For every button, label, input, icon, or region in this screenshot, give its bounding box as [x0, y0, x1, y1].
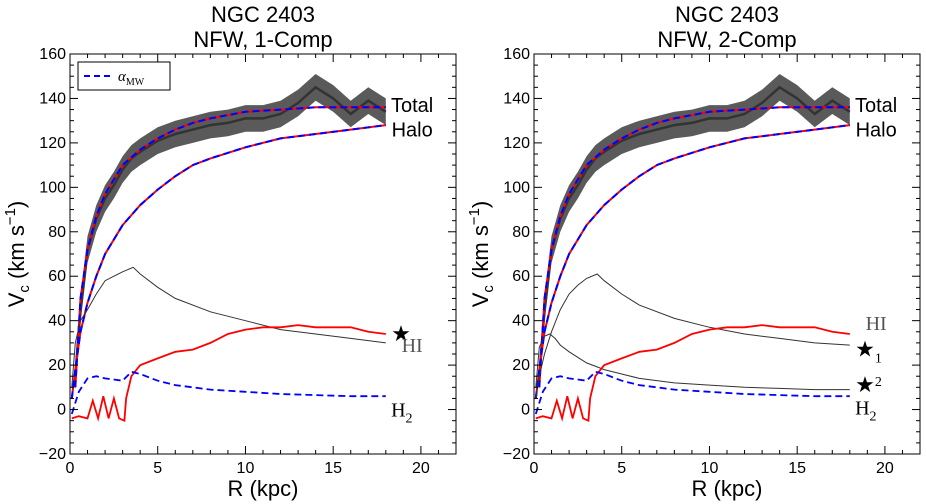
- curve-label-HI-2: HI: [866, 313, 887, 335]
- curve-label-Halo-1: Halo: [856, 120, 897, 142]
- y-tick-label: 40: [48, 313, 66, 330]
- y-tick-label: 60: [512, 268, 530, 285]
- x-tick-label: 5: [617, 460, 626, 477]
- total-fit-alpha-mw-line: [74, 106, 386, 388]
- hi-line: [71, 324, 386, 423]
- y-tick-label: 60: [48, 268, 66, 285]
- y-tick-label: 140: [503, 90, 530, 107]
- total-error-band: [75, 74, 386, 390]
- y-tick-label: 40: [512, 313, 530, 330]
- h2-line: [534, 370, 850, 415]
- y-tick-label: 80: [512, 224, 530, 241]
- y-axis-label: Vc (km s−1): [466, 201, 497, 308]
- x-axis-label: R (kpc): [228, 476, 299, 501]
- x-tick-label: 0: [530, 460, 539, 477]
- stellar-line-3: [71, 266, 386, 388]
- total-observed-line: [74, 85, 387, 377]
- curves-group: [70, 74, 387, 423]
- h2-line: [70, 370, 386, 415]
- total-error-band: [539, 74, 850, 390]
- halo-alpha-mw-line: [70, 124, 386, 399]
- y-tick-label: 20: [48, 357, 66, 374]
- legend: αMW: [77, 61, 171, 91]
- halo-alpha-mw-line: [534, 124, 850, 399]
- legend-label: αMW: [118, 69, 145, 88]
- y-tick-label: −20: [39, 446, 66, 463]
- x-axis-label: R (kpc): [692, 476, 763, 501]
- stellar-line-4: [535, 333, 850, 391]
- curve-label--3: ★1: [855, 337, 882, 367]
- y-axis-label: Vc (km s−1): [2, 201, 33, 308]
- chart-title-line-2: NFW, 1-Comp: [193, 27, 332, 52]
- curve-label-Total-0: Total: [391, 95, 433, 117]
- hi-line: [535, 324, 850, 423]
- y-tick-label: 120: [39, 135, 66, 152]
- x-tick-label: 5: [153, 460, 162, 477]
- x-tick-label: 15: [324, 460, 342, 477]
- curve-label--4: ★2: [855, 372, 882, 397]
- x-tick-label: 20: [876, 460, 894, 477]
- x-tick-label: 10: [701, 460, 719, 477]
- x-tick-label: 20: [412, 460, 430, 477]
- y-tick-label: 120: [503, 135, 530, 152]
- legend-box: [77, 61, 171, 91]
- curve-label-HI-3: HI: [402, 335, 423, 357]
- chart-title-line-2: NFW, 2-Comp: [657, 27, 796, 52]
- y-tick-label: 20: [512, 357, 530, 374]
- x-tick-label: 0: [66, 460, 75, 477]
- chart-title-line-1: NGC 2403: [211, 2, 315, 27]
- curve-label-H-5: H2: [855, 397, 876, 424]
- y-tick-label: 100: [39, 179, 66, 196]
- stellar-line-3: [535, 273, 850, 399]
- y-tick-label: 160: [503, 46, 530, 63]
- curve-label-H-4: H2: [391, 400, 412, 427]
- total-fit-line: [74, 106, 386, 388]
- y-tick-label: 100: [503, 179, 530, 196]
- curves-group: [534, 74, 851, 423]
- y-tick-label: 80: [48, 224, 66, 241]
- y-tick-label: −20: [503, 446, 530, 463]
- curve-label-Total-0: Total: [855, 95, 897, 117]
- total-observed-line: [538, 85, 851, 377]
- y-tick-label: 140: [39, 90, 66, 107]
- curve-label--2: ★: [391, 321, 411, 346]
- total-fit-alpha-mw-line: [538, 106, 850, 388]
- total-fit-line: [538, 106, 850, 388]
- x-tick-label: 15: [788, 460, 806, 477]
- y-tick-label: 0: [57, 402, 66, 419]
- chart-title-line-1: NGC 2403: [675, 2, 779, 27]
- y-tick-label: 0: [521, 402, 530, 419]
- y-tick-label: 160: [39, 46, 66, 63]
- curve-label-Halo-1: Halo: [392, 120, 433, 142]
- x-tick-label: 10: [237, 460, 255, 477]
